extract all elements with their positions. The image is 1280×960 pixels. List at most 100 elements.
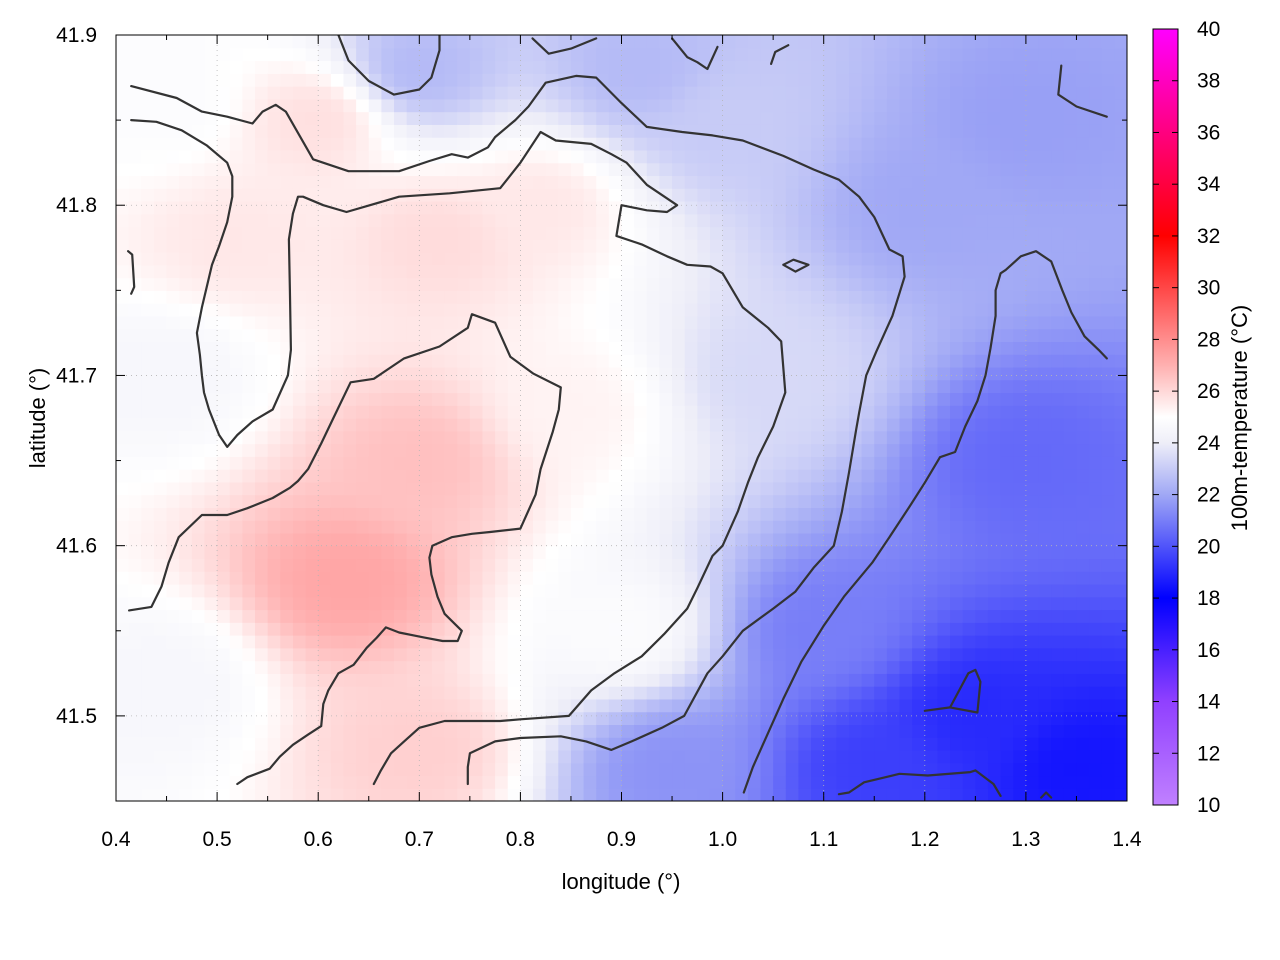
heatmap-cell	[330, 418, 345, 432]
heatmap-cell	[141, 162, 155, 177]
heatmap-cell	[128, 673, 142, 687]
heatmap-cell	[533, 47, 547, 62]
heatmap-cell	[482, 328, 496, 342]
heatmap-cell	[709, 469, 724, 483]
heatmap-cell	[1013, 175, 1027, 189]
heatmap-cell	[1089, 622, 1103, 636]
heatmap-cell	[381, 328, 395, 342]
heatmap-cell	[128, 762, 142, 777]
heatmap-cell	[153, 737, 168, 751]
heatmap-cell	[116, 775, 130, 789]
heatmap-cell	[305, 775, 319, 789]
heatmap-cell	[469, 698, 484, 713]
heatmap-cell	[962, 583, 976, 598]
heatmap-cell	[381, 264, 395, 279]
heatmap-cell	[722, 775, 736, 789]
heatmap-cell	[495, 315, 509, 330]
heatmap-cell	[760, 264, 774, 279]
heatmap-cell	[204, 737, 218, 751]
heatmap-cell	[166, 111, 180, 125]
heatmap-cell	[482, 200, 496, 215]
heatmap-cell	[861, 264, 875, 279]
heatmap-cell	[267, 660, 281, 674]
heatmap-cell	[634, 226, 648, 240]
heatmap-cell	[773, 200, 787, 215]
heatmap-cell	[937, 507, 951, 521]
heatmap-cell	[431, 162, 446, 177]
heatmap-cell	[153, 47, 168, 62]
heatmap-cell	[116, 162, 130, 177]
heatmap-cell	[811, 379, 825, 394]
heatmap-cell	[912, 545, 926, 560]
heatmap-cell	[116, 264, 130, 279]
heatmap-cell	[950, 571, 964, 585]
heatmap-cell	[798, 583, 812, 598]
heatmap-cell	[1114, 545, 1127, 560]
heatmap-cell	[583, 418, 597, 432]
heatmap-cell	[406, 571, 420, 585]
heatmap-cell	[368, 469, 382, 483]
heatmap-cell	[1025, 571, 1040, 585]
heatmap-cell	[558, 315, 572, 330]
heatmap-cell	[330, 698, 345, 713]
heatmap-cell	[229, 405, 243, 419]
heatmap-cell	[836, 328, 850, 342]
heatmap-cell	[962, 149, 976, 164]
heatmap-cell	[773, 532, 787, 547]
heatmap-cell	[583, 775, 597, 789]
heatmap-cell	[924, 264, 939, 279]
heatmap-cell	[469, 673, 484, 687]
heatmap-cell	[229, 596, 243, 611]
heatmap-cell	[709, 405, 724, 419]
heatmap-cell	[937, 264, 951, 279]
heatmap-cell	[406, 366, 420, 381]
contour-line	[837, 769, 1002, 797]
y-tick-label: 41.7	[56, 364, 97, 387]
heatmap-cell	[747, 213, 762, 228]
heatmap-cell	[785, 200, 800, 215]
heatmap-cell	[343, 622, 357, 636]
heatmap-cell	[292, 507, 307, 521]
heatmap-cell	[457, 73, 471, 87]
heatmap-cell	[646, 762, 661, 777]
heatmap-cell	[280, 430, 294, 445]
heatmap-cell	[823, 328, 837, 342]
heatmap-cell	[343, 354, 357, 368]
heatmap-cell	[204, 686, 218, 700]
heatmap-cell	[950, 354, 964, 368]
heatmap-cell	[507, 494, 521, 508]
heatmap-cell	[1114, 175, 1127, 189]
heatmap-cell	[861, 60, 875, 74]
heatmap-cell	[608, 60, 623, 74]
heatmap-cell	[406, 277, 420, 291]
heatmap-cell	[621, 366, 635, 381]
heatmap-cell	[179, 60, 193, 74]
heatmap-cell	[912, 558, 926, 572]
heatmap-cell	[975, 303, 989, 317]
heatmap-cell	[950, 200, 964, 215]
heatmap-cell	[937, 124, 951, 138]
heatmap-cell	[444, 124, 458, 138]
heatmap-cell	[886, 188, 901, 202]
heatmap-cell	[356, 73, 370, 87]
heatmap-cell	[229, 277, 243, 291]
heatmap-cell	[760, 418, 774, 432]
contour-line	[130, 74, 906, 786]
heatmap-cell	[811, 660, 825, 674]
heatmap-cell	[1114, 418, 1127, 432]
heatmap-cell	[785, 47, 800, 62]
heatmap-cell	[709, 290, 724, 304]
heatmap-cell	[179, 392, 193, 406]
heatmap-cell	[406, 418, 420, 432]
heatmap-cell	[785, 698, 800, 713]
heatmap-cell	[823, 303, 837, 317]
heatmap-cell	[217, 469, 231, 483]
heatmap-cell	[431, 290, 446, 304]
heatmap-cell	[1076, 520, 1090, 534]
heatmap-cell	[444, 673, 458, 687]
heatmap-cell	[495, 162, 509, 177]
heatmap-cell	[482, 711, 496, 725]
heatmap-cell	[747, 775, 762, 789]
heatmap-cell	[1025, 520, 1040, 534]
heatmap-cell	[823, 762, 837, 777]
